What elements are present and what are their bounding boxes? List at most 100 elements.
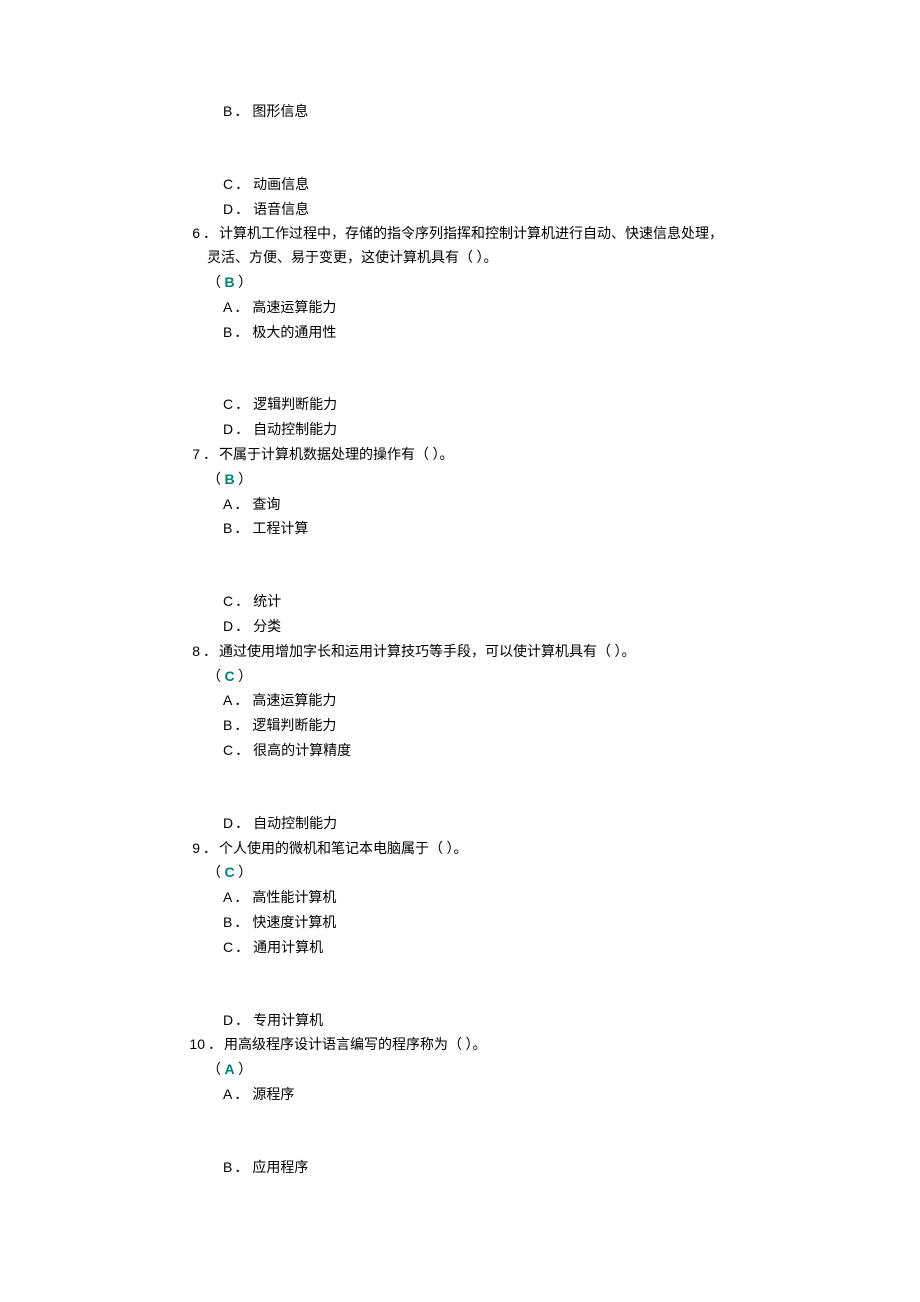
question-row: 7．不属于计算机数据处理的操作有（ ）。: [178, 443, 920, 468]
option-dot: ．: [235, 419, 249, 443]
question-text: 计算机工作过程中，存储的指令序列指挥和控制计算机进行自动、快速信息处理，: [219, 223, 723, 247]
option-dot: ．: [235, 740, 249, 764]
option-text: 工程计算: [252, 518, 308, 542]
option-letter: B: [223, 321, 232, 345]
option-text: 统计: [253, 591, 281, 615]
option-text: 高速运算能力: [252, 690, 336, 714]
question-row: 6．计算机工作过程中，存储的指令序列指挥和控制计算机进行自动、快速信息处理，: [178, 222, 920, 247]
answer-letter: A: [225, 1061, 235, 1077]
option-dot: ．: [234, 887, 248, 911]
question-text: 用高级程序设计语言编写的程序称为（ ）。: [224, 1034, 487, 1058]
question-dot: ．: [203, 444, 217, 468]
question-dot: ．: [203, 641, 217, 665]
question-row: 10．用高级程序设计语言编写的程序称为（ ）。: [178, 1033, 920, 1058]
option-dot: ．: [235, 199, 249, 223]
option-row: A．查询: [178, 493, 920, 518]
question-text: 个人使用的微机和笔记本电脑属于（ ）。: [219, 838, 468, 862]
option-row: D．自动控制能力: [178, 418, 920, 443]
option-letter: B: [223, 911, 232, 935]
option-letter: A: [223, 886, 232, 910]
option-row: C．很高的计算精度: [178, 739, 920, 764]
option-text: 分类: [253, 616, 281, 640]
option-dot: ．: [234, 690, 248, 714]
option-dot: ．: [234, 715, 248, 739]
gap: [178, 125, 920, 173]
option-row: A．高性能计算机: [178, 886, 920, 911]
option-text: 源程序: [252, 1084, 294, 1108]
option-dot: ．: [234, 494, 248, 518]
option-letter: C: [223, 739, 233, 763]
question-dot: ．: [208, 1034, 222, 1058]
option-letter: D: [223, 615, 233, 639]
option-text: 自动控制能力: [253, 813, 337, 837]
option-dot: ．: [234, 912, 248, 936]
option-dot: ．: [234, 101, 248, 125]
option-letter: D: [223, 418, 233, 442]
option-dot: ．: [235, 937, 249, 961]
option-letter: C: [223, 173, 233, 197]
answer-letter: B: [225, 274, 235, 290]
option-text: 极大的通用性: [252, 322, 336, 346]
option-letter: B: [223, 100, 232, 124]
option-text: 查询: [252, 494, 280, 518]
answer-row: （ B ）: [178, 271, 920, 296]
option-text: 逻辑判断能力: [252, 715, 336, 739]
option-row: B ． 图形信息: [178, 100, 920, 125]
question-number: 9: [178, 837, 200, 861]
option-letter: A: [223, 689, 232, 713]
option-text: 很高的计算精度: [253, 740, 351, 764]
option-letter: D: [223, 1009, 233, 1033]
answer-row: （ B ）: [178, 468, 920, 493]
gap: [178, 764, 920, 812]
option-text: 动画信息: [253, 174, 309, 198]
option-letter: B: [223, 1156, 232, 1180]
option-dot: ．: [235, 616, 249, 640]
option-row: B．工程计算: [178, 517, 920, 542]
option-dot: ．: [234, 1157, 248, 1181]
option-dot: ．: [235, 813, 249, 837]
option-text: 专用计算机: [253, 1010, 323, 1034]
option-text: 应用程序: [252, 1157, 308, 1181]
option-text: 通用计算机: [253, 937, 323, 961]
option-row: A．高速运算能力: [178, 296, 920, 321]
question-text: 不属于计算机数据处理的操作有（ ）。: [219, 444, 454, 468]
answer-row: （ C ）: [178, 665, 920, 690]
answer-letter: C: [225, 668, 235, 684]
option-text: 逻辑判断能力: [253, 394, 337, 418]
option-letter: C: [223, 590, 233, 614]
gap: [178, 961, 920, 1009]
option-row: B．极大的通用性: [178, 321, 920, 346]
option-dot: ．: [234, 1084, 248, 1108]
question-text-continuation: 灵活、方便、易于变更，这使计算机具有（ ）。: [178, 247, 920, 271]
questions-list: 6．计算机工作过程中，存储的指令序列指挥和控制计算机进行自动、快速信息处理，灵活…: [178, 222, 920, 1180]
option-dot: ．: [234, 297, 248, 321]
option-letter: A: [223, 1083, 232, 1107]
answer-row: （ A ）: [178, 1058, 920, 1083]
option-dot: ．: [234, 518, 248, 542]
option-dot: ．: [235, 1010, 249, 1034]
option-dot: ．: [234, 322, 248, 346]
question-row: 8．通过使用增加字长和运用计算技巧等手段，可以使计算机具有（ ）。: [178, 640, 920, 665]
option-text: 快速度计算机: [252, 912, 336, 936]
option-row: A．源程序: [178, 1083, 920, 1108]
question-number: 8: [178, 640, 200, 664]
question-row: 9．个人使用的微机和笔记本电脑属于（ ）。: [178, 837, 920, 862]
gap: [178, 345, 920, 393]
question-text: 通过使用增加字长和运用计算技巧等手段，可以使计算机具有（ ）。: [219, 641, 636, 665]
question-number: 10: [178, 1033, 205, 1057]
option-letter: A: [223, 296, 232, 320]
question-number: 6: [178, 222, 200, 246]
option-row: D ． 语音信息: [178, 198, 920, 223]
option-row: D．分类: [178, 615, 920, 640]
question-number: 7: [178, 443, 200, 467]
option-letter: B: [223, 714, 232, 738]
option-dot: ．: [235, 591, 249, 615]
option-row: B．逻辑判断能力: [178, 714, 920, 739]
option-text: 语音信息: [253, 199, 309, 223]
option-text: 自动控制能力: [253, 419, 337, 443]
gap: [178, 1108, 920, 1156]
gap: [178, 542, 920, 590]
option-text: 高性能计算机: [252, 887, 336, 911]
option-row: C．通用计算机: [178, 936, 920, 961]
option-dot: ．: [235, 174, 249, 198]
